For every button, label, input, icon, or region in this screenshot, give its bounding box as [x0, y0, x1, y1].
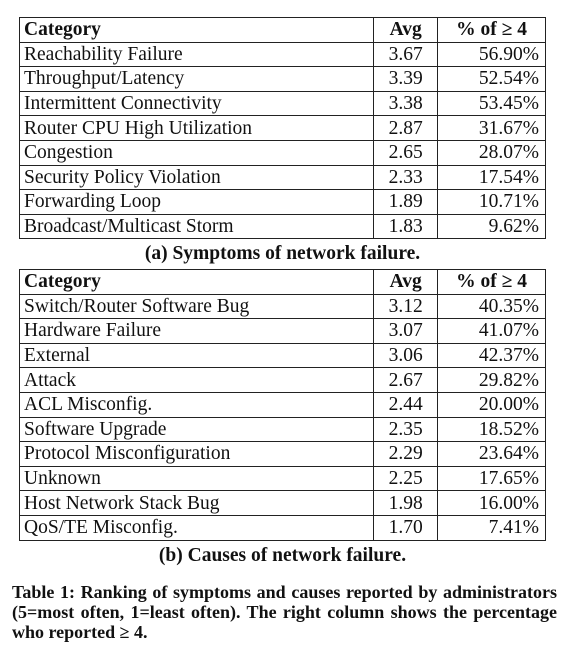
cell-avg: 3.07: [373, 318, 439, 344]
header-percent: % of ≥ 4: [437, 269, 546, 295]
cell-percent: 56.90%: [437, 41, 546, 68]
cell-category: External: [18, 342, 375, 369]
table-row: Attack 2.67 29.82%: [18, 367, 546, 393]
cell-percent: 31.67%: [437, 115, 546, 141]
table-row: Broadcast/Multicast Storm 1.83 9.62%: [18, 213, 546, 240]
cell-category: Protocol Misconfiguration: [18, 441, 375, 467]
cell-avg: 1.70: [373, 514, 439, 541]
header-category: Category: [18, 17, 375, 43]
cell-percent: 9.62%: [437, 213, 546, 240]
table-row: ACL Misconfig. 2.44 20.00%: [18, 391, 546, 418]
table-row: Security Policy Violation 2.33 17.54%: [18, 164, 546, 191]
table-row: Congestion 2.65 28.07%: [18, 139, 546, 166]
cell-avg: 2.87: [373, 115, 439, 141]
cell-percent: 7.41%: [437, 514, 546, 541]
cell-percent: 42.37%: [437, 342, 546, 369]
header-category: Category: [18, 269, 375, 295]
cell-category: ACL Misconfig.: [18, 391, 375, 418]
cell-avg: 3.67: [373, 41, 439, 68]
cell-percent: 20.00%: [437, 391, 546, 418]
cell-category: Unknown: [18, 465, 375, 492]
cell-category: Host Network Stack Bug: [18, 490, 375, 516]
cell-percent: 10.71%: [437, 189, 546, 215]
cell-avg: 2.44: [373, 391, 439, 418]
table-row: Host Network Stack Bug 1.98 16.00%: [18, 490, 546, 516]
cell-percent: 17.65%: [437, 465, 546, 492]
cell-category: Switch/Router Software Bug: [18, 293, 375, 320]
cell-percent: 28.07%: [437, 139, 546, 166]
cell-avg: 2.25: [373, 465, 439, 492]
cell-category: Hardware Failure: [18, 318, 375, 344]
cell-category: Broadcast/Multicast Storm: [18, 213, 375, 240]
cell-category: Reachability Failure: [18, 41, 375, 68]
header-avg: Avg: [373, 269, 439, 295]
table-row: Throughput/Latency 3.39 52.54%: [18, 66, 546, 92]
header-percent: % of ≥ 4: [437, 17, 546, 43]
table-header-row: Category Avg % of ≥ 4: [18, 269, 546, 295]
cell-avg: 2.65: [373, 139, 439, 166]
symptoms-subcaption: (a) Symptoms of network failure.: [144, 243, 421, 264]
table-row: Router CPU High Utilization 2.87 31.67%: [18, 115, 546, 141]
causes-subcaption: (b) Causes of network failure.: [158, 545, 407, 566]
cell-category: Intermittent Connectivity: [18, 90, 375, 117]
cell-percent: 53.45%: [437, 90, 546, 117]
cell-avg: 2.67: [373, 367, 439, 393]
cell-avg: 3.06: [373, 342, 439, 369]
header-avg: Avg: [373, 17, 439, 43]
cell-percent: 23.64%: [437, 441, 546, 467]
cell-avg: 1.98: [373, 490, 439, 516]
table-row: Reachability Failure 3.67 56.90%: [18, 41, 546, 68]
cell-percent: 29.82%: [437, 367, 546, 393]
table-row: Forwarding Loop 1.89 10.71%: [18, 189, 546, 215]
table-row: Switch/Router Software Bug 3.12 40.35%: [18, 293, 546, 320]
table-row: Protocol Misconfiguration 2.29 23.64%: [18, 441, 546, 467]
cell-percent: 40.35%: [437, 293, 546, 320]
table-row: Intermittent Connectivity 3.38 53.45%: [18, 90, 546, 117]
cell-avg: 1.89: [373, 189, 439, 215]
table-row: Software Upgrade 2.35 18.52%: [18, 416, 546, 443]
table-row: Unknown 2.25 17.65%: [18, 465, 546, 492]
cell-avg: 3.39: [373, 66, 439, 92]
cell-avg: 2.35: [373, 416, 439, 443]
cell-avg: 1.83: [373, 213, 439, 240]
table-row: QoS/TE Misconfig. 1.70 7.41%: [18, 514, 546, 541]
cell-percent: 16.00%: [437, 490, 546, 516]
cell-percent: 41.07%: [437, 318, 546, 344]
cell-avg: 3.12: [373, 293, 439, 320]
table-caption: Table 1: Ranking of symptoms and causes …: [12, 582, 557, 642]
table-row: External 3.06 42.37%: [18, 342, 546, 369]
table-header-row: Category Avg % of ≥ 4: [18, 17, 546, 43]
cell-category: Forwarding Loop: [18, 189, 375, 215]
cell-avg: 2.29: [373, 441, 439, 467]
cell-category: Software Upgrade: [18, 416, 375, 443]
cell-category: Security Policy Violation: [18, 164, 375, 191]
cell-avg: 3.38: [373, 90, 439, 117]
cell-category: QoS/TE Misconfig.: [18, 514, 375, 541]
table-row: Hardware Failure 3.07 41.07%: [18, 318, 546, 344]
cell-percent: 17.54%: [437, 164, 546, 191]
cell-percent: 18.52%: [437, 416, 546, 443]
cell-category: Congestion: [18, 139, 375, 166]
causes-table: Category Avg % of ≥ 4 Switch/Router Soft…: [18, 269, 546, 541]
cell-avg: 2.33: [373, 164, 439, 191]
symptoms-table: Category Avg % of ≥ 4 Reachability Failu…: [18, 17, 546, 240]
cell-category: Router CPU High Utilization: [18, 115, 375, 141]
cell-category: Attack: [18, 367, 375, 393]
cell-category: Throughput/Latency: [18, 66, 375, 92]
cell-percent: 52.54%: [437, 66, 546, 92]
